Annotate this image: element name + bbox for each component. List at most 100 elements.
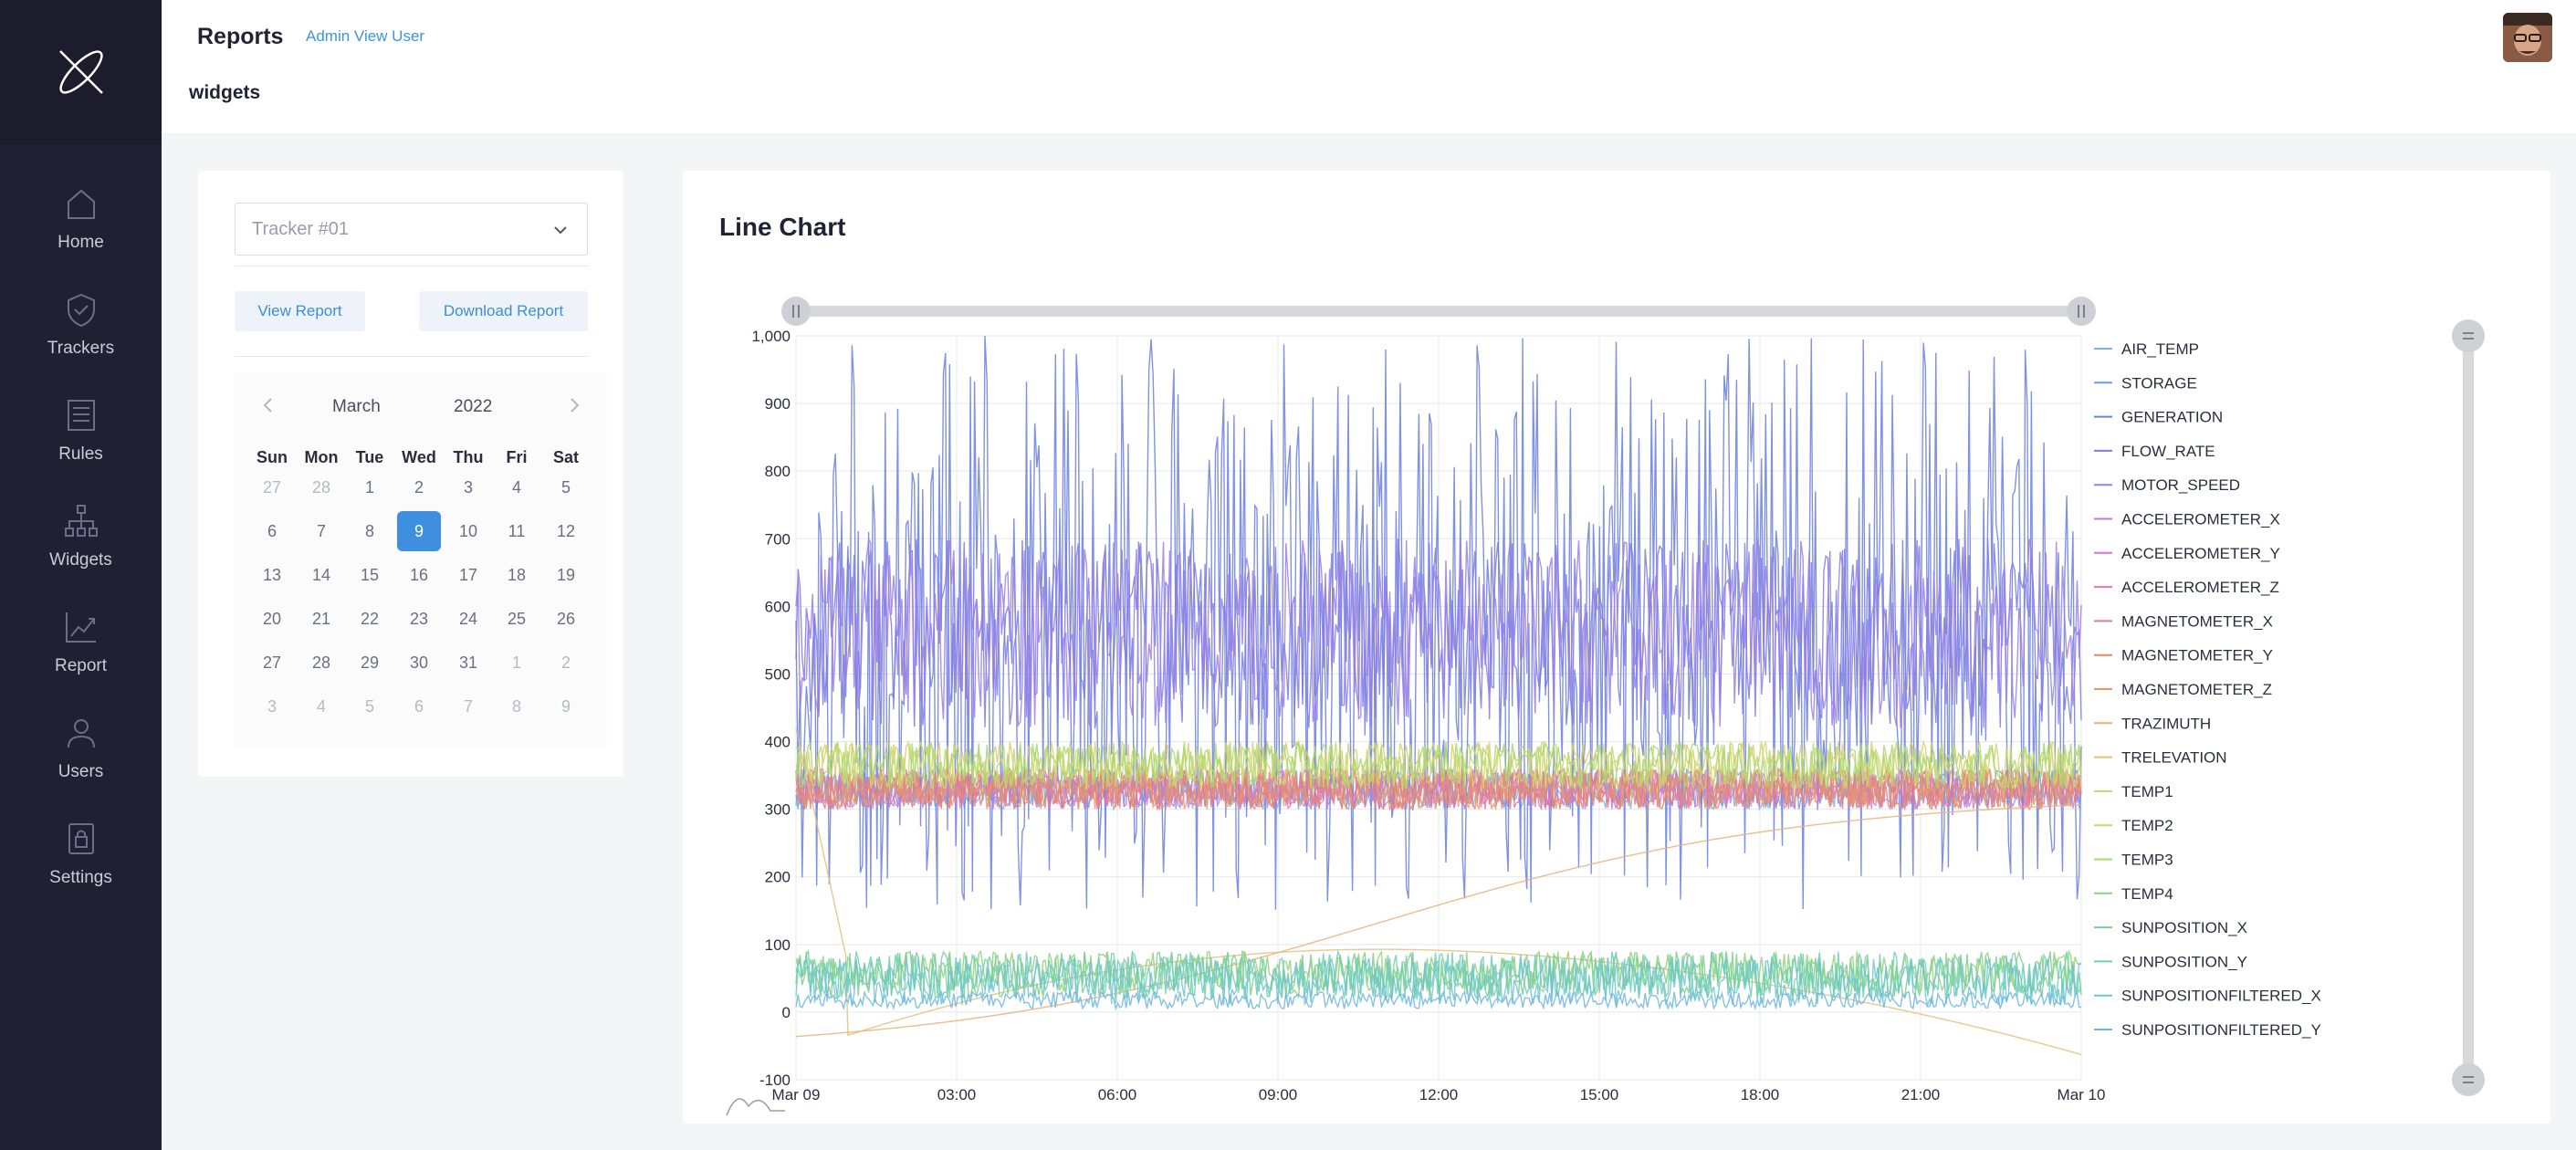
calendar-day[interactable]: 9	[397, 511, 441, 551]
calendar-day[interactable]: 29	[360, 653, 380, 672]
legend-item[interactable]: TRELEVATION	[2121, 749, 2227, 767]
calendar-day[interactable]: 2	[560, 653, 571, 672]
calendar-day[interactable]: 6	[267, 522, 277, 540]
admin-view-user-link[interactable]: Admin View User	[306, 27, 425, 45]
calendar-day[interactable]: 7	[463, 697, 473, 716]
legend-item[interactable]: TEMP1	[2121, 783, 2173, 800]
legend-item[interactable]: ACCELEROMETER_X	[2121, 511, 2280, 528]
sidebar-item-trackers[interactable]: Trackers	[0, 282, 162, 382]
y-zoom-handle[interactable]	[2452, 319, 2485, 352]
avatar[interactable]	[2503, 13, 2552, 62]
calendar-day[interactable]: 22	[360, 610, 380, 628]
calendar-year[interactable]: 2022	[454, 397, 493, 416]
shield-check-icon	[67, 293, 95, 328]
calendar-day[interactable]: 4	[511, 478, 521, 497]
calendar-day[interactable]: 23	[409, 610, 429, 628]
calendar-day[interactable]: 18	[507, 566, 527, 584]
legend-item[interactable]: GENERATION	[2121, 409, 2223, 426]
logo-icon	[58, 50, 103, 94]
legend-item[interactable]: STORAGE	[2121, 374, 2197, 392]
calendar-day[interactable]: 5	[560, 478, 571, 497]
calendar-day[interactable]: 13	[262, 566, 282, 584]
y-tick-label: 0	[782, 1004, 791, 1021]
calendar-day[interactable]: 1	[511, 653, 521, 672]
x-tick-label: 15:00	[1580, 1086, 1619, 1103]
legend-item[interactable]: AIR_TEMP	[2121, 340, 2199, 358]
calendar-day[interactable]: 15	[360, 566, 380, 584]
calendar-day[interactable]: 28	[311, 653, 331, 672]
legend-item[interactable]: MOTOR_SPEED	[2121, 476, 2240, 494]
calendar-day[interactable]: 17	[458, 566, 478, 584]
divider	[235, 266, 588, 267]
legend-item[interactable]: MAGNETOMETER_X	[2121, 612, 2273, 630]
calendar-day[interactable]: 8	[511, 697, 521, 716]
y-zoom-handle[interactable]	[2452, 1063, 2485, 1096]
calendar-day[interactable]: 20	[262, 610, 282, 628]
calendar-day[interactable]: 19	[556, 566, 576, 584]
calendar-day[interactable]: 3	[463, 478, 473, 497]
calendar-day[interactable]: 27	[262, 478, 282, 497]
legend-item[interactable]: ACCELEROMETER_Z	[2121, 579, 2279, 596]
x-zoom-handle[interactable]	[2067, 297, 2096, 326]
calendar-day[interactable]: 5	[364, 697, 374, 716]
calendar-day[interactable]: 7	[316, 522, 326, 540]
page-title: Reports	[197, 24, 284, 49]
x-zoom-handle[interactable]	[781, 297, 811, 326]
legend-item[interactable]: TEMP2	[2121, 817, 2173, 834]
calendar-day[interactable]: 26	[556, 610, 576, 628]
sidebar-item-report[interactable]: Report	[0, 600, 162, 700]
calendar-day[interactable]: 1	[364, 478, 374, 497]
calendar-day[interactable]: 9	[560, 697, 571, 716]
calendar-day[interactable]: 16	[409, 566, 429, 584]
calendar-day[interactable]: 10	[458, 522, 478, 540]
calendar-month[interactable]: March	[332, 397, 381, 416]
sidebar-item-widgets[interactable]: Widgets	[0, 494, 162, 594]
calendar-day[interactable]: 6	[414, 697, 424, 716]
calendar-day[interactable]: 4	[316, 697, 326, 716]
series-line-trelevation	[795, 727, 2082, 1056]
legend-item[interactable]: SUNPOSITION_Y	[2121, 953, 2247, 970]
calendar-day[interactable]: 8	[364, 522, 374, 540]
calendar-day[interactable]: 21	[311, 610, 331, 628]
legend-item[interactable]: TRAZIMUTH	[2121, 715, 2211, 732]
sidebar-item-label: Home	[58, 233, 104, 252]
x-zoom-track[interactable]	[796, 306, 2081, 317]
sidebar: Home Trackers Rules Widgets Report Users Setti…	[0, 0, 162, 1150]
sidebar-item-label: Trackers	[47, 339, 115, 358]
legend-item[interactable]: MAGNETOMETER_Z	[2121, 681, 2272, 698]
calendar-day[interactable]: 30	[409, 653, 429, 672]
calendar-day[interactable]: 31	[458, 653, 478, 672]
legend-item[interactable]: ACCELEROMETER_Y	[2121, 545, 2280, 562]
legend-item[interactable]: SUNPOSITIONFILTERED_X	[2121, 988, 2321, 1005]
calendar-day[interactable]: 12	[556, 522, 576, 540]
sidebar-item-users[interactable]: Users	[0, 706, 162, 806]
series-line-motor_speed	[795, 537, 2082, 728]
calendar-day[interactable]: 2	[414, 478, 424, 497]
sidebar-item-rules[interactable]: Rules	[0, 388, 162, 488]
calendar-day[interactable]: 14	[311, 566, 331, 584]
legend-item[interactable]: SUNPOSITIONFILTERED_Y	[2121, 1021, 2321, 1039]
grip-icon	[792, 305, 800, 318]
legend-item[interactable]: TEMP3	[2121, 852, 2173, 869]
chevron-right-icon[interactable]	[565, 395, 583, 415]
legend-item[interactable]: MAGNETOMETER_Y	[2121, 647, 2273, 664]
sidebar-item-home[interactable]: Home	[0, 176, 162, 277]
calendar-day[interactable]: 11	[508, 522, 526, 540]
line-chart[interactable]: 1,0009008007006005004003002001000-100Mar…	[683, 171, 2550, 1124]
sidebar-item-settings[interactable]: Settings	[0, 811, 162, 912]
legend-item[interactable]: FLOW_RATE	[2121, 443, 2215, 460]
legend-item[interactable]: SUNPOSITION_X	[2121, 919, 2247, 936]
legend-item[interactable]: TEMP4	[2121, 885, 2173, 903]
download-report-button[interactable]: Download Report	[419, 291, 588, 331]
chevron-left-icon[interactable]	[259, 395, 277, 415]
x-tick-label: 18:00	[1741, 1086, 1780, 1103]
tracker-select[interactable]: Tracker #01	[235, 203, 588, 256]
calendar-day[interactable]: 3	[267, 697, 277, 716]
app-logo[interactable]	[0, 0, 162, 144]
calendar-day[interactable]: 27	[262, 653, 282, 672]
calendar-day[interactable]: 28	[311, 478, 331, 497]
calendar-day[interactable]: 25	[507, 610, 527, 628]
y-zoom-track[interactable]	[2463, 336, 2474, 1080]
calendar-day[interactable]: 24	[458, 610, 478, 628]
view-report-button[interactable]: View Report	[235, 291, 365, 331]
